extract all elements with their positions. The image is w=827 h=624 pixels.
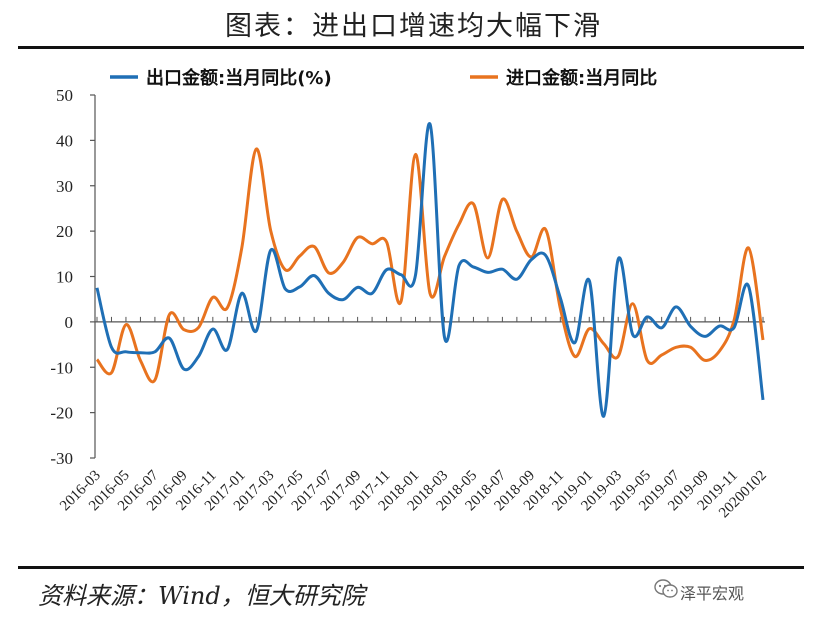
axes: 50403020100-10-20-302016-032016-052016-0…: [50, 86, 770, 521]
y-tick-label: 50: [56, 86, 73, 105]
y-tick-label: 20: [56, 222, 73, 241]
page-title: 图表：进出口增速均大幅下滑: [225, 11, 602, 42]
bottom-rule: [18, 566, 804, 569]
export-series-line: [95, 122, 765, 418]
series-lines: [95, 122, 765, 418]
y-tick-label: 10: [56, 268, 73, 287]
wechat-icon: [654, 579, 678, 598]
top-rule: [18, 46, 804, 49]
legend: 出口金额:当月同比(%) 进口金额:当月同比: [110, 67, 657, 89]
y-tick-label: 30: [56, 177, 73, 196]
y-tick-label: -30: [50, 449, 73, 468]
y-tick-label: 40: [56, 131, 73, 150]
y-tick-label: -20: [50, 404, 73, 423]
import-series-line: [95, 147, 765, 384]
y-tick-label: -10: [50, 358, 73, 377]
watermark: 泽平宏观: [680, 584, 745, 603]
source-note: 资料来源：Wind，恒大研究院: [38, 582, 365, 610]
chart: 出口金额:当月同比(%) 进口金额:当月同比 50 40 30 20 10 0 -10 -20 -…: [50, 67, 770, 521]
legend-label-export: 出口金额:当月同比(%): [146, 67, 332, 89]
y-tick-label: 0: [65, 313, 74, 332]
legend-label-import: 进口金额:当月同比: [506, 67, 657, 89]
